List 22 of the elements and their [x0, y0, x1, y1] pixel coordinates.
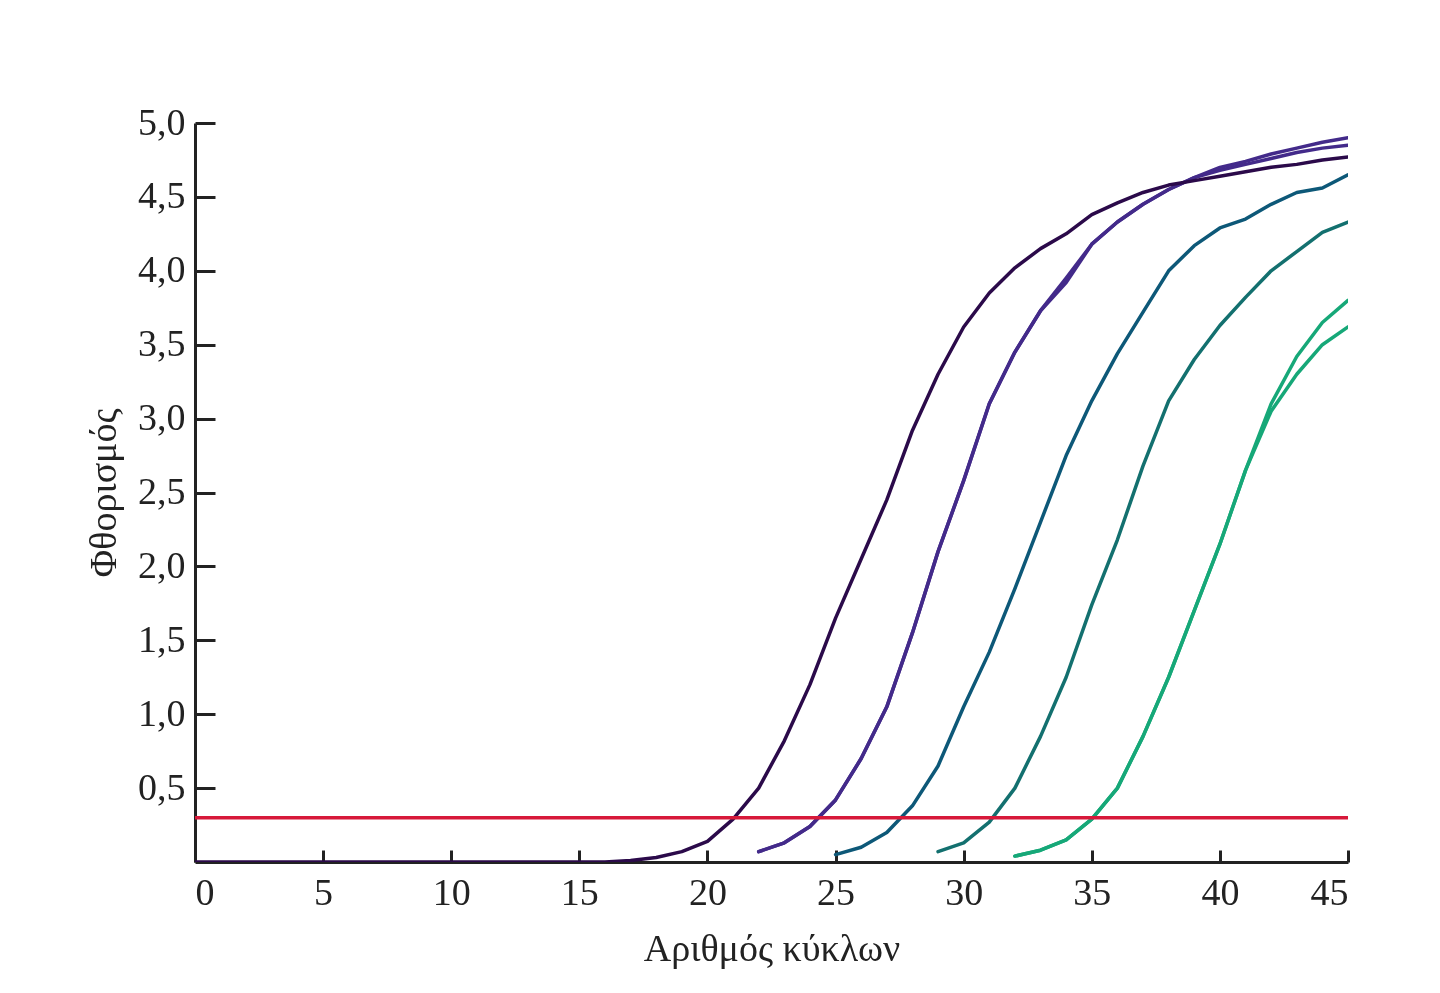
x-tick-label: 25: [817, 870, 856, 913]
y-tick-label: 5,0: [138, 100, 186, 143]
x-tick-label: 5: [314, 870, 334, 913]
y-tick-label: 1,0: [138, 691, 186, 734]
y-tick-label: 2,5: [138, 470, 186, 512]
x-tick-label: 30: [945, 870, 984, 913]
y-tick-label: 3,5: [138, 322, 186, 365]
x-tick-label: 45: [1310, 870, 1349, 913]
y-tick-label: 2,0: [138, 543, 186, 586]
y-tick-label: 3,0: [138, 396, 186, 439]
x-tick-label: 20: [688, 870, 727, 913]
y-tick-label: 4,0: [138, 248, 186, 291]
x-axis-title: Αριθμός κύκλων: [643, 926, 901, 969]
x-tick-label: 10: [432, 870, 471, 913]
y-tick-label: 0,5: [138, 765, 186, 808]
y-tick-label: 4,5: [138, 174, 186, 217]
y-axis-title: Φθορισμός: [82, 408, 124, 578]
x-tick-label: 35: [1073, 870, 1112, 913]
x-tick-label: 40: [1201, 870, 1240, 913]
x-tick-label: 0: [195, 870, 215, 913]
x-tick-label: 15: [560, 870, 599, 913]
y-tick-label: 1,5: [138, 617, 186, 660]
